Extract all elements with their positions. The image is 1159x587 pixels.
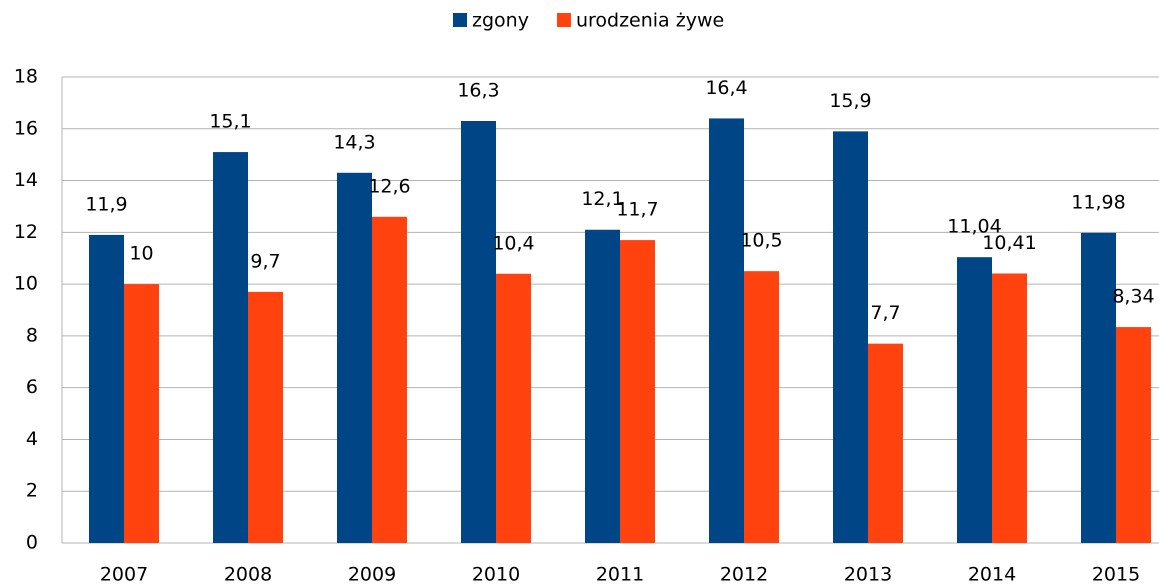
x-tick-label: 2015 (1092, 564, 1140, 586)
data-label: 10,5 (740, 230, 782, 252)
y-tick-label: 12 (14, 221, 38, 243)
bar (337, 172, 372, 544)
bar (585, 229, 620, 543)
data-label: 11,04 (947, 216, 1001, 238)
data-label: 7,7 (870, 302, 900, 324)
data-label: 10,41 (982, 232, 1036, 254)
legend-label: zgony (472, 10, 529, 32)
x-tick-label: 2007 (100, 564, 148, 586)
y-tick-label: 18 (14, 66, 38, 88)
data-label: 8,34 (1112, 286, 1154, 308)
x-tick-label: 2009 (348, 564, 396, 586)
bar (1116, 327, 1151, 543)
bar (213, 152, 248, 544)
y-tick-label: 16 (14, 117, 38, 139)
y-tick-label: 14 (14, 169, 38, 191)
x-tick-label: 2012 (720, 564, 768, 586)
data-label: 15,1 (209, 111, 251, 133)
bar (709, 118, 744, 543)
y-tick-label: 8 (26, 324, 38, 346)
data-label: 15,9 (829, 90, 871, 112)
data-label: 10,4 (492, 232, 534, 254)
x-tick-label: 2014 (968, 564, 1016, 586)
bar (744, 271, 779, 543)
y-tick-label: 6 (26, 376, 38, 398)
y-tick-label: 10 (14, 273, 38, 295)
data-label: 14,3 (333, 131, 375, 153)
data-label: 9,7 (250, 250, 280, 272)
bar (124, 284, 159, 543)
bar (992, 273, 1027, 543)
y-tick-label: 2 (26, 480, 38, 502)
bar (833, 131, 868, 543)
bar (496, 273, 531, 543)
x-tick-label: 2008 (224, 564, 272, 586)
legend-label: urodzenia żywe (576, 10, 724, 32)
bar (1081, 232, 1116, 543)
bar (461, 121, 496, 543)
data-label: 12,6 (368, 175, 410, 197)
y-tick-label: 4 (26, 428, 38, 450)
bar (372, 216, 407, 544)
x-tick-label: 2010 (472, 564, 520, 586)
bar (620, 240, 655, 543)
data-label: 12,1 (581, 188, 623, 210)
data-label: 10 (129, 243, 153, 265)
bar (957, 257, 992, 543)
data-label: 16,3 (457, 80, 499, 102)
bar (89, 234, 124, 543)
y-tick-label: 0 (26, 532, 38, 554)
legend-swatch (556, 13, 571, 27)
data-label: 11,98 (1071, 191, 1125, 213)
x-tick-label: 2011 (596, 564, 644, 586)
x-tick-label: 2013 (844, 564, 892, 586)
bar (248, 291, 283, 543)
data-label: 11,9 (85, 193, 127, 215)
legend-swatch (453, 13, 467, 27)
data-label: 16,4 (705, 77, 747, 99)
bar (868, 343, 903, 543)
data-label: 11,7 (616, 199, 658, 221)
